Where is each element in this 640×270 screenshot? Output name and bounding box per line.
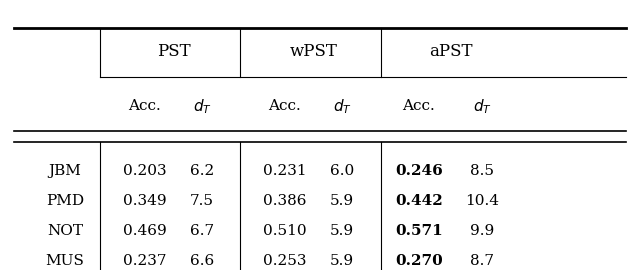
Text: 0.469: 0.469: [123, 224, 166, 238]
Text: 0.237: 0.237: [123, 254, 166, 268]
Text: 8.7: 8.7: [470, 254, 495, 268]
Text: wPST: wPST: [290, 43, 337, 60]
Text: 6.2: 6.2: [190, 164, 214, 178]
Text: Acc.: Acc.: [269, 99, 301, 113]
Text: 0.349: 0.349: [123, 194, 166, 208]
Text: MUS: MUS: [45, 254, 84, 268]
Text: 9.9: 9.9: [470, 224, 495, 238]
Text: Acc.: Acc.: [129, 99, 161, 113]
Text: PMD: PMD: [46, 194, 84, 208]
Text: $d_T$: $d_T$: [193, 97, 212, 116]
Text: $d_T$: $d_T$: [333, 97, 352, 116]
Text: 5.9: 5.9: [330, 194, 355, 208]
Text: 0.442: 0.442: [395, 194, 443, 208]
Text: 0.571: 0.571: [395, 224, 443, 238]
Text: NOT: NOT: [47, 224, 83, 238]
Text: 6.0: 6.0: [330, 164, 355, 178]
Text: $d_T$: $d_T$: [473, 97, 492, 116]
Text: 0.231: 0.231: [263, 164, 307, 178]
Text: 0.510: 0.510: [263, 224, 307, 238]
Text: 6.6: 6.6: [190, 254, 214, 268]
Text: 0.203: 0.203: [123, 164, 166, 178]
Text: 0.253: 0.253: [263, 254, 307, 268]
Text: 0.270: 0.270: [395, 254, 443, 268]
Text: Acc.: Acc.: [403, 99, 435, 113]
Text: PST: PST: [157, 43, 190, 60]
Text: 0.246: 0.246: [395, 164, 443, 178]
Text: 5.9: 5.9: [330, 224, 355, 238]
Text: 5.9: 5.9: [330, 254, 355, 268]
Text: 6.7: 6.7: [190, 224, 214, 238]
Text: JBM: JBM: [49, 164, 81, 178]
Text: 7.5: 7.5: [190, 194, 214, 208]
Text: aPST: aPST: [429, 43, 472, 60]
Text: 10.4: 10.4: [465, 194, 499, 208]
Text: 8.5: 8.5: [470, 164, 495, 178]
Text: 0.386: 0.386: [263, 194, 307, 208]
